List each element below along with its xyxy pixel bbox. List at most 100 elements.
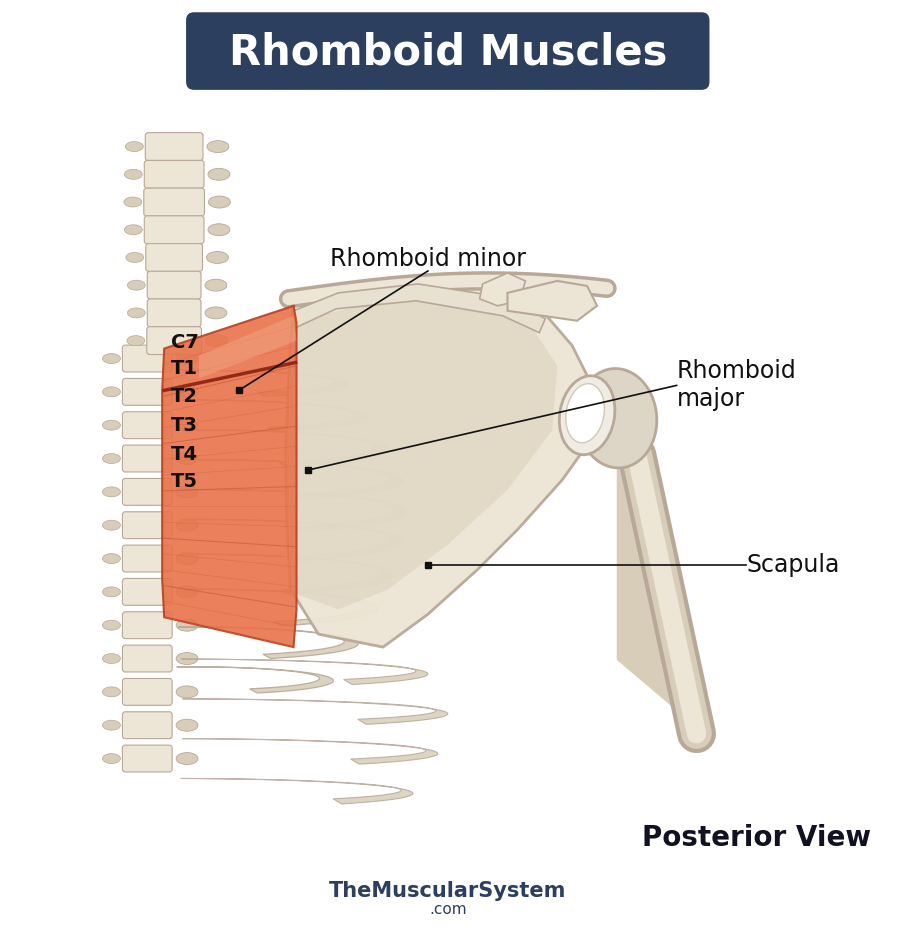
Polygon shape [293, 284, 545, 332]
Polygon shape [285, 279, 597, 647]
Polygon shape [176, 667, 333, 693]
Ellipse shape [566, 384, 605, 443]
FancyBboxPatch shape [146, 244, 202, 272]
FancyBboxPatch shape [122, 645, 172, 672]
Ellipse shape [103, 487, 121, 497]
Polygon shape [182, 738, 437, 764]
Ellipse shape [103, 654, 121, 664]
Ellipse shape [209, 196, 230, 208]
Ellipse shape [176, 619, 198, 631]
Ellipse shape [207, 141, 229, 153]
Text: Rhomboid minor: Rhomboid minor [330, 247, 526, 271]
FancyBboxPatch shape [186, 12, 709, 90]
FancyBboxPatch shape [144, 216, 204, 244]
Ellipse shape [125, 142, 143, 152]
Text: T1: T1 [171, 359, 198, 378]
Ellipse shape [103, 354, 121, 363]
FancyBboxPatch shape [122, 445, 172, 472]
Text: Rhomboid
major: Rhomboid major [677, 359, 796, 412]
Ellipse shape [128, 308, 145, 317]
FancyBboxPatch shape [122, 412, 172, 439]
Ellipse shape [577, 369, 657, 468]
Ellipse shape [103, 420, 121, 430]
Ellipse shape [559, 376, 615, 454]
Ellipse shape [124, 169, 142, 180]
FancyBboxPatch shape [122, 578, 172, 605]
Ellipse shape [103, 753, 121, 763]
Text: TheMuscularSystem: TheMuscularSystem [329, 881, 566, 901]
Text: T2: T2 [171, 387, 198, 406]
FancyBboxPatch shape [148, 299, 201, 327]
Ellipse shape [208, 169, 230, 181]
Ellipse shape [176, 586, 198, 598]
FancyBboxPatch shape [122, 679, 172, 706]
Polygon shape [180, 490, 408, 532]
FancyBboxPatch shape [148, 271, 201, 299]
Polygon shape [183, 699, 448, 724]
Ellipse shape [176, 486, 198, 498]
Ellipse shape [103, 587, 121, 597]
FancyBboxPatch shape [122, 378, 172, 405]
Polygon shape [162, 305, 296, 647]
Ellipse shape [126, 252, 144, 263]
Polygon shape [289, 296, 557, 609]
Ellipse shape [176, 720, 198, 731]
FancyBboxPatch shape [122, 612, 172, 639]
FancyBboxPatch shape [144, 160, 204, 188]
Polygon shape [199, 316, 296, 378]
Ellipse shape [206, 251, 229, 263]
FancyBboxPatch shape [147, 327, 202, 355]
Ellipse shape [205, 307, 227, 319]
FancyBboxPatch shape [122, 712, 172, 738]
Ellipse shape [176, 686, 198, 698]
Text: T4: T4 [171, 445, 198, 464]
Polygon shape [508, 281, 597, 320]
FancyBboxPatch shape [122, 745, 172, 772]
Polygon shape [180, 519, 403, 561]
Ellipse shape [103, 687, 121, 696]
FancyBboxPatch shape [122, 345, 172, 372]
Polygon shape [179, 589, 378, 626]
Text: T5: T5 [171, 472, 198, 492]
Ellipse shape [176, 653, 198, 665]
Ellipse shape [128, 280, 145, 290]
Ellipse shape [124, 197, 142, 207]
Polygon shape [180, 460, 403, 500]
Polygon shape [178, 400, 368, 432]
Ellipse shape [205, 334, 228, 346]
Ellipse shape [208, 223, 230, 236]
Polygon shape [179, 430, 388, 466]
Text: Scapula: Scapula [746, 552, 840, 576]
Ellipse shape [176, 752, 198, 764]
Ellipse shape [176, 419, 198, 431]
Ellipse shape [205, 279, 227, 291]
Ellipse shape [176, 452, 198, 465]
Polygon shape [480, 273, 526, 305]
Ellipse shape [176, 353, 198, 365]
Text: .com: .com [429, 902, 466, 917]
FancyBboxPatch shape [122, 512, 172, 539]
Ellipse shape [124, 224, 142, 235]
Ellipse shape [176, 519, 198, 532]
Ellipse shape [103, 554, 121, 563]
Text: Posterior View: Posterior View [642, 824, 870, 852]
Polygon shape [182, 659, 428, 684]
Ellipse shape [103, 453, 121, 464]
Polygon shape [178, 627, 358, 658]
Polygon shape [177, 371, 348, 397]
FancyBboxPatch shape [122, 546, 172, 572]
Ellipse shape [103, 387, 121, 397]
Text: C7: C7 [171, 333, 199, 352]
FancyBboxPatch shape [122, 479, 172, 506]
Ellipse shape [103, 721, 121, 730]
Ellipse shape [176, 385, 198, 398]
FancyBboxPatch shape [144, 188, 204, 216]
Polygon shape [181, 778, 413, 804]
Ellipse shape [103, 520, 121, 530]
Ellipse shape [176, 553, 198, 564]
Ellipse shape [103, 620, 121, 630]
Polygon shape [180, 554, 393, 594]
Ellipse shape [127, 336, 145, 345]
Text: Rhomboid Muscles: Rhomboid Muscles [229, 31, 667, 73]
FancyBboxPatch shape [145, 132, 203, 160]
